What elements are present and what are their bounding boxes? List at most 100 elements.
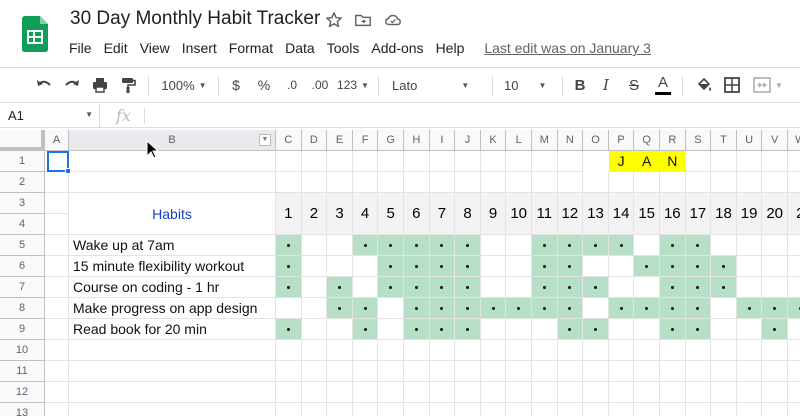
habit-checked-cell[interactable] — [455, 298, 481, 319]
cell[interactable] — [736, 382, 763, 403]
last-edit-link[interactable]: Last edit was on January 3 — [484, 40, 651, 56]
row-header-13[interactable]: 13 — [0, 403, 45, 416]
row-header-6[interactable]: 6 — [0, 256, 45, 277]
habit-checked-cell[interactable] — [404, 298, 430, 319]
habit-name[interactable]: 15 minute flexibility workout — [69, 256, 276, 277]
habit-empty-cell[interactable] — [352, 277, 379, 298]
cell[interactable] — [455, 151, 481, 172]
habit-empty-cell[interactable] — [736, 319, 763, 340]
borders-button[interactable] — [720, 68, 744, 102]
cell[interactable] — [301, 361, 328, 382]
cell[interactable] — [69, 403, 276, 416]
cell[interactable] — [353, 403, 379, 416]
habit-empty-cell[interactable] — [301, 277, 328, 298]
month-letter-cell[interactable]: A — [634, 151, 660, 172]
row-header-4[interactable]: 4 — [0, 214, 45, 235]
row-header-8[interactable]: 8 — [0, 298, 45, 319]
habit-empty-cell[interactable] — [583, 256, 609, 277]
cell[interactable] — [45, 319, 69, 340]
day-number-header[interactable]: 9 — [480, 193, 507, 235]
cell[interactable] — [45, 382, 69, 403]
cell[interactable] — [557, 151, 584, 172]
cell[interactable] — [557, 340, 584, 361]
habit-empty-cell[interactable] — [506, 319, 532, 340]
cell[interactable] — [788, 172, 800, 193]
cell[interactable] — [404, 361, 430, 382]
day-number-header[interactable]: 10 — [506, 193, 532, 235]
cell[interactable] — [404, 403, 430, 416]
cell[interactable] — [736, 340, 763, 361]
habit-empty-cell[interactable] — [608, 277, 635, 298]
cell[interactable] — [429, 340, 456, 361]
cell[interactable] — [455, 382, 481, 403]
cell[interactable] — [634, 403, 660, 416]
habit-empty-cell[interactable] — [506, 277, 532, 298]
row-header-7[interactable]: 7 — [0, 277, 45, 298]
habit-checked-cell[interactable] — [455, 277, 481, 298]
column-header-n[interactable]: N — [557, 130, 584, 151]
row-header-3[interactable]: 3 — [0, 193, 45, 214]
cell[interactable] — [608, 172, 635, 193]
cell[interactable] — [455, 361, 481, 382]
day-number-header[interactable]: 20 — [762, 193, 788, 235]
cell[interactable] — [429, 172, 456, 193]
day-number-header[interactable]: 2 — [301, 193, 328, 235]
print-button[interactable] — [88, 68, 112, 102]
row-header-11[interactable]: 11 — [0, 361, 45, 382]
habit-checked-cell[interactable] — [711, 277, 737, 298]
day-number-header[interactable]: 18 — [711, 193, 737, 235]
cell[interactable] — [506, 172, 532, 193]
cell[interactable] — [506, 382, 532, 403]
cell[interactable] — [711, 361, 737, 382]
cell[interactable] — [532, 172, 558, 193]
habit-checked-cell[interactable] — [762, 298, 788, 319]
cell[interactable] — [45, 214, 69, 235]
habit-empty-cell[interactable] — [608, 256, 635, 277]
cell[interactable] — [429, 382, 456, 403]
habit-checked-cell[interactable] — [506, 298, 532, 319]
cell[interactable] — [480, 151, 507, 172]
cell[interactable] — [455, 172, 481, 193]
cell[interactable] — [557, 172, 584, 193]
day-number-header[interactable]: 8 — [455, 193, 481, 235]
cell[interactable] — [685, 172, 712, 193]
cell[interactable] — [45, 193, 69, 214]
cell[interactable] — [557, 382, 584, 403]
paint-format-button[interactable] — [116, 68, 140, 102]
cell[interactable] — [45, 277, 69, 298]
habit-empty-cell[interactable] — [762, 235, 788, 256]
fill-color-button[interactable] — [692, 68, 716, 102]
cell[interactable] — [506, 403, 532, 416]
cell[interactable] — [404, 382, 430, 403]
cell[interactable] — [378, 340, 404, 361]
habit-empty-cell[interactable] — [788, 277, 800, 298]
cell[interactable] — [352, 382, 379, 403]
cell[interactable] — [711, 340, 737, 361]
cell[interactable] — [404, 172, 430, 193]
menu-tools[interactable]: Tools — [326, 40, 360, 56]
habit-checked-cell[interactable] — [429, 235, 456, 256]
cell[interactable] — [327, 403, 353, 416]
column-header-m[interactable]: M — [532, 130, 558, 151]
habit-empty-cell[interactable] — [480, 256, 507, 277]
cell[interactable] — [378, 361, 404, 382]
font-family-select[interactable]: Lato ▼ — [386, 68, 486, 102]
row-header-2[interactable]: 2 — [0, 172, 45, 193]
habit-name[interactable]: Course on coding - 1 hr — [69, 277, 276, 298]
habit-empty-cell[interactable] — [480, 235, 507, 256]
cell[interactable] — [532, 151, 558, 172]
cell[interactable] — [660, 403, 686, 416]
habit-empty-cell[interactable] — [327, 256, 353, 277]
cell[interactable] — [429, 361, 456, 382]
menu-insert[interactable]: Insert — [181, 40, 217, 56]
cell[interactable] — [45, 235, 69, 256]
habit-empty-cell[interactable] — [788, 256, 800, 277]
star-icon[interactable] — [325, 11, 343, 29]
habit-checked-cell[interactable] — [608, 298, 635, 319]
row-header-9[interactable]: 9 — [0, 319, 45, 340]
habit-checked-cell[interactable] — [378, 277, 404, 298]
cell[interactable] — [660, 361, 686, 382]
number-format-select[interactable]: 123 ▼ — [336, 68, 370, 102]
habit-checked-cell[interactable] — [557, 235, 584, 256]
habit-empty-cell[interactable] — [762, 256, 788, 277]
